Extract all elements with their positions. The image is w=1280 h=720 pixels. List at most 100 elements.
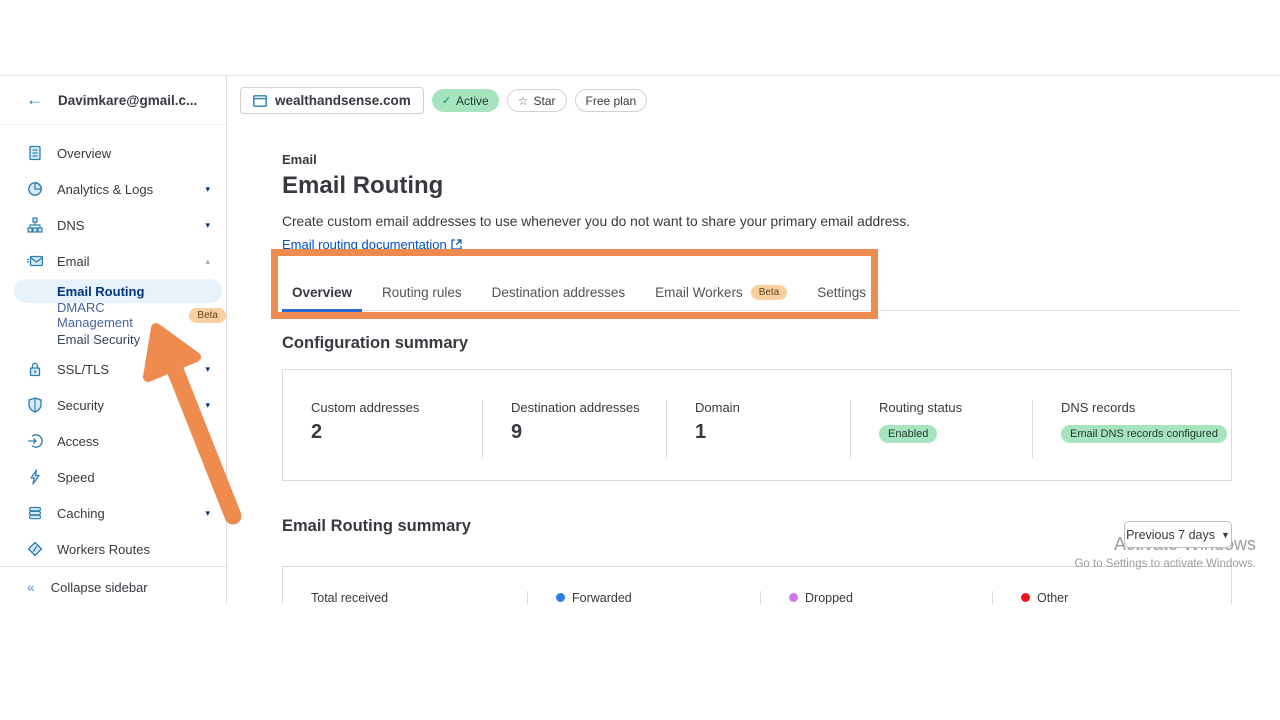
stat-label: DNS records	[1061, 400, 1136, 415]
stat-label: Domain	[695, 400, 740, 415]
legend-label: Other	[1037, 591, 1069, 604]
breadcrumb: Email	[282, 152, 317, 167]
dropped-dot	[789, 593, 798, 602]
pie-chart-icon	[27, 181, 43, 197]
external-link-icon	[451, 239, 462, 250]
sidebar-item-label: DNS	[57, 217, 85, 233]
stat-routing-status: Routing status Enabled	[850, 400, 1032, 458]
legend-dropped: Dropped	[760, 591, 992, 604]
sidebar-nav: Overview Analytics & Logs ▾ DNS ▾	[0, 125, 226, 567]
tab-overview[interactable]: Overview	[281, 275, 363, 312]
legend-other: Other	[992, 591, 1231, 604]
shield-icon	[27, 397, 43, 413]
document-icon	[27, 145, 43, 161]
sidebar-item-dmarc-management[interactable]: DMARC Management Beta	[0, 300, 226, 330]
sidebar-item-label: Security	[57, 397, 104, 413]
period-selector-label: Previous 7 days	[1126, 527, 1215, 542]
sidebar-item-label: Email Security	[57, 331, 141, 347]
sidebar-item-access[interactable]: Access	[0, 423, 226, 459]
stat-dns-records: DNS records Email DNS records configured	[1032, 400, 1231, 458]
collapse-sidebar-label: Collapse sidebar	[50, 579, 148, 595]
sidebar-item-dns[interactable]: DNS ▾	[0, 207, 226, 243]
plan-badge[interactable]: Free plan	[574, 89, 648, 112]
sidebar-item-label: DMARC Management	[57, 300, 133, 330]
config-summary-card: Custom addresses 2 Destination addresses…	[282, 369, 1232, 481]
check-icon: ✓	[441, 95, 452, 107]
stat-value: 9	[511, 421, 523, 443]
tab-email-workers[interactable]: Email Workers Beta	[655, 275, 788, 310]
sidebar-item-label: SSL/TLS	[57, 361, 110, 377]
beta-badge: Beta	[750, 285, 788, 300]
sidebar-item-label: Overview	[57, 145, 112, 161]
sidebar-header: ← Davimkare@gmail.c...	[0, 76, 226, 125]
sidebar-item-email-routing[interactable]: Email Routing	[14, 279, 222, 303]
account-name[interactable]: Davimkare@gmail.c...	[58, 92, 198, 108]
routing-summary-card: Total received Forwarded Dropped Other	[282, 566, 1232, 604]
dns-configured-badge: Email DNS records configured	[1061, 425, 1227, 443]
sidebar-item-label: Speed	[57, 469, 95, 485]
star-label: Star	[533, 93, 556, 108]
tab-label: Overview	[292, 285, 353, 300]
stat-label: Routing status	[879, 400, 963, 415]
back-arrow-icon[interactable]: ←	[26, 90, 43, 109]
sidebar-item-caching[interactable]: Caching ▾	[0, 495, 226, 531]
tab-routing-rules[interactable]: Routing rules	[382, 275, 462, 310]
page-title: Email Routing	[282, 172, 444, 199]
sidebar-item-email-security[interactable]: Email Security	[0, 327, 226, 351]
tab-destination-addresses[interactable]: Destination addresses	[492, 275, 626, 310]
legend-forwarded: Forwarded	[527, 591, 760, 604]
domain-selector[interactable]: wealthandsense.com	[240, 87, 424, 114]
sidebar-item-email[interactable]: Email ▴	[0, 243, 226, 279]
enabled-badge: Enabled	[879, 425, 938, 443]
chevron-up-icon[interactable]: ▴	[205, 255, 210, 266]
tab-label: Email Workers	[655, 285, 743, 300]
chevron-down-icon[interactable]: ▾	[205, 219, 210, 230]
stat-custom-addresses: Custom addresses 2	[283, 400, 482, 458]
watermark-line2: Go to Settings to activate Windows.	[1074, 558, 1256, 570]
chevron-down-icon: ▼	[1221, 529, 1230, 540]
chevron-down-icon[interactable]: ▾	[205, 183, 210, 194]
chevron-down-icon[interactable]: ▾	[205, 399, 210, 410]
stat-value: 1	[695, 421, 707, 443]
workers-icon	[27, 541, 43, 557]
legend-label: Dropped	[805, 591, 853, 604]
stat-label: Destination addresses	[511, 400, 640, 415]
collapse-sidebar-button[interactable]: « Collapse sidebar	[0, 567, 226, 595]
active-status-badge: ✓ Active	[431, 89, 499, 112]
sidebar-item-label: Workers Routes	[57, 541, 150, 557]
plan-label: Free plan	[585, 93, 637, 108]
stat-value: 2	[311, 421, 323, 443]
stat-label: Custom addresses	[311, 400, 420, 415]
forwarded-dot	[556, 593, 565, 602]
sidebar-item-speed[interactable]: Speed	[0, 459, 226, 495]
sidebar-item-ssl-tls[interactable]: SSL/TLS ▾	[0, 351, 226, 387]
login-arrow-icon	[27, 433, 43, 449]
chevron-down-icon[interactable]: ▾	[205, 507, 210, 518]
stat-destination-addresses: Destination addresses 9	[482, 400, 666, 458]
period-selector-dropdown[interactable]: Previous 7 days ▼	[1124, 521, 1232, 548]
legend-label: Total received	[311, 591, 389, 604]
stat-domain: Domain 1	[666, 400, 850, 458]
browser-window-icon	[253, 94, 267, 107]
documentation-link[interactable]: Email routing documentation	[282, 237, 462, 252]
main-content: wealthandsense.com ✓ Active ☆ Star Free …	[227, 76, 1280, 604]
sidebar-item-label: Analytics & Logs	[57, 181, 154, 197]
sidebar-item-overview[interactable]: Overview	[0, 135, 226, 171]
domain-name: wealthandsense.com	[275, 93, 411, 108]
chevron-down-icon[interactable]: ▾	[205, 363, 210, 374]
star-button[interactable]: ☆ Star	[506, 89, 567, 112]
legend-label: Forwarded	[572, 591, 632, 604]
lightning-icon	[27, 469, 43, 485]
app-region: ← Davimkare@gmail.c... Overview Analytic…	[0, 75, 1280, 604]
sidebar-item-analytics[interactable]: Analytics & Logs ▾	[0, 171, 226, 207]
star-icon: ☆	[517, 93, 529, 108]
documentation-link-label: Email routing documentation	[282, 237, 447, 252]
sidebar-item-workers-routes[interactable]: Workers Routes	[0, 531, 226, 567]
double-chevron-left-icon: «	[27, 579, 35, 595]
page-description: Create custom email addresses to use whe…	[282, 214, 911, 229]
tab-settings[interactable]: Settings	[817, 275, 866, 310]
sidebar-item-label: Email	[57, 253, 90, 269]
sidebar-item-security[interactable]: Security ▾	[0, 387, 226, 423]
database-icon	[27, 505, 43, 521]
